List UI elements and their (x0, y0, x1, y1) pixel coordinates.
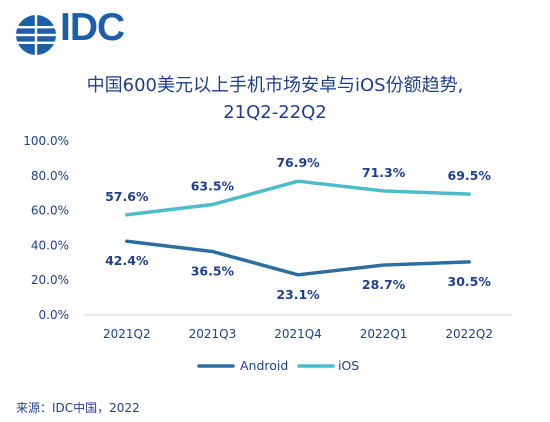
series-line-ios (125, 179, 471, 217)
y-tick-label: 60.0% (31, 204, 69, 218)
y-tick-label: 20.0% (31, 273, 69, 287)
data-label-android: 28.7% (362, 277, 406, 292)
x-tick-label: 2022Q2 (445, 327, 493, 341)
idc-logo (16, 15, 56, 55)
data-label-android: 42.4% (105, 253, 149, 268)
chart-title-line1: 中国600美元以上手机市场安卓与iOS份额趋势, (86, 75, 464, 96)
legend-label-android: Android (240, 358, 288, 373)
y-tick-label: 80.0% (31, 169, 69, 183)
x-tick-label: 2021Q2 (103, 327, 151, 341)
data-label-android: 30.5% (448, 274, 492, 289)
source-note: 来源：IDC中国，2022 (16, 401, 140, 415)
x-tick-label: 2021Q3 (189, 327, 237, 341)
globe-icon (16, 15, 56, 55)
data-label-android: 36.5% (191, 263, 235, 278)
data-label-ios: 63.5% (191, 179, 235, 194)
legend-label-ios: iOS (338, 358, 359, 373)
data-label-ios: 76.9% (276, 155, 320, 170)
data-label-ios: 69.5% (448, 168, 492, 183)
y-tick-label: 0.0% (39, 308, 70, 322)
logo-text: IDC (60, 6, 125, 49)
series-line-android (125, 239, 471, 277)
x-tick-label: 2022Q1 (360, 327, 408, 341)
x-tick-label: 2021Q4 (274, 327, 322, 341)
y-tick-label: 40.0% (31, 238, 69, 252)
data-label-ios: 71.3% (362, 165, 406, 180)
data-label-ios: 57.6% (105, 189, 149, 204)
y-tick-label: 100.0% (23, 134, 69, 148)
chart-title-line2: 21Q2-22Q2 (223, 102, 327, 123)
data-label-android: 23.1% (276, 287, 320, 302)
